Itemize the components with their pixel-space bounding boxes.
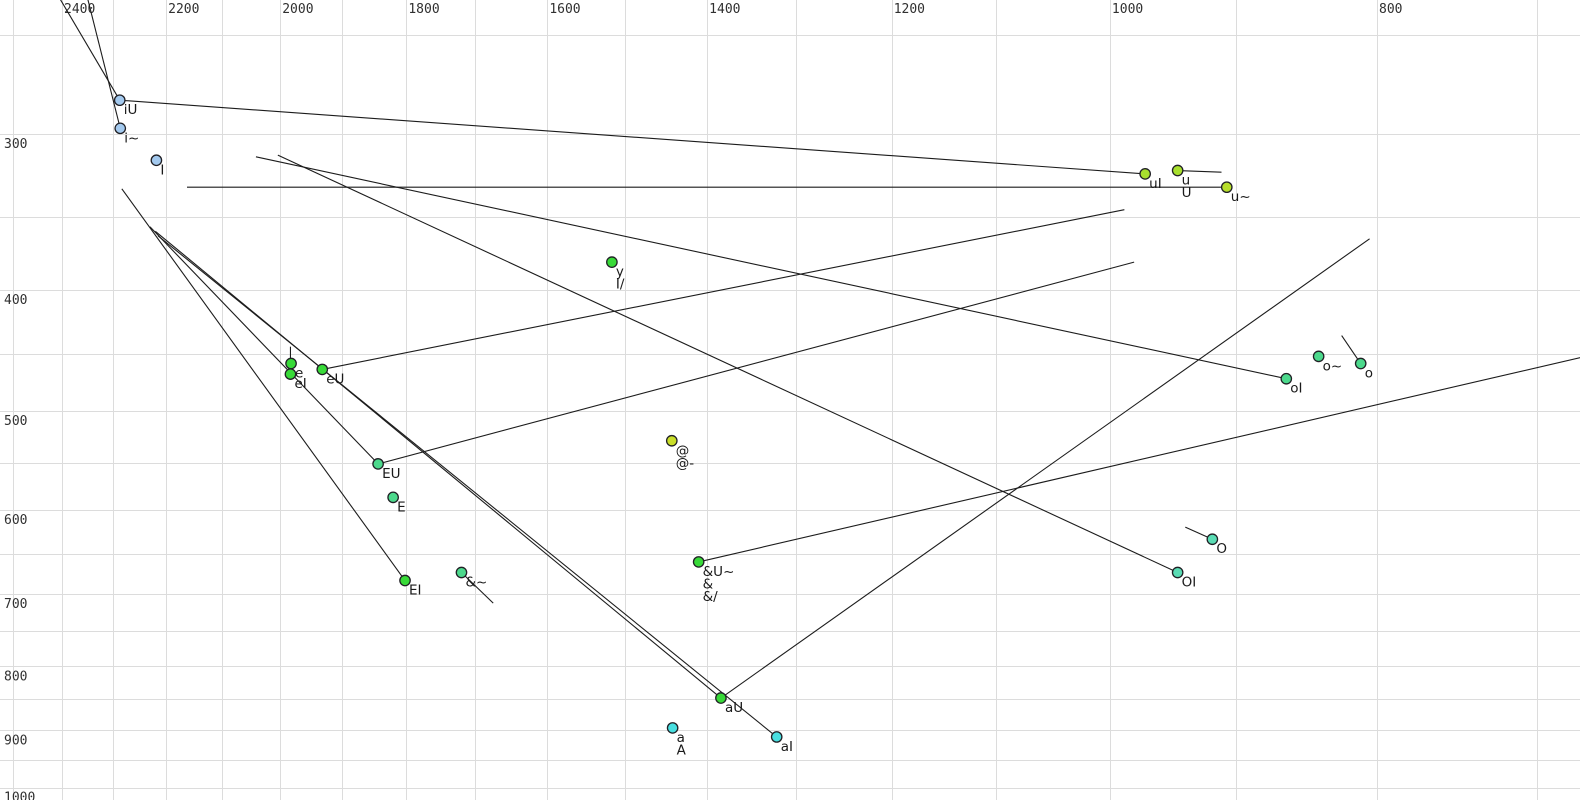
vowel-label-aU: aU — [725, 700, 743, 716]
vowel-label-&U~: &/ — [703, 589, 719, 605]
data-point-u — [1171, 164, 1184, 177]
data-point-aI — [770, 731, 783, 743]
vowel-label-OI: OI — [1182, 575, 1197, 591]
data-point-i~ — [114, 122, 127, 135]
vowel-label-@: @- — [676, 455, 695, 471]
data-point-E — [387, 491, 399, 504]
data-point-EI — [399, 574, 411, 587]
trajectory-line — [255, 156, 1287, 380]
data-point-&U~ — [692, 556, 705, 568]
vowel-label-@: @ — [676, 443, 690, 459]
vowel-label-&U~: & — [703, 576, 714, 592]
trajectory-line — [149, 226, 379, 465]
x-axis-tick-label: 1600 — [549, 2, 580, 17]
trajectory-line — [60, 0, 121, 101]
vowel-label-i~: i~ — [124, 130, 139, 146]
data-points — [113, 94, 1367, 743]
vowel-label-EI: EI — [409, 583, 422, 599]
data-point-OI — [1171, 566, 1184, 579]
data-point-eU — [316, 363, 329, 376]
x-axis-tick-label: 1800 — [408, 2, 439, 17]
y-axis-tick-label: 300 — [4, 137, 27, 152]
data-point-@ — [665, 434, 678, 447]
axis-tick-labels: 2400 2200 2000 1800 1600 1400 1200 1000 800 300 40… — [4, 2, 1403, 800]
y-axis-tick-label: 800 — [4, 669, 27, 684]
vowel-label-aI: aI — [781, 739, 793, 755]
vowel-label-&U~: &U~ — [703, 564, 735, 580]
y-axis-tick-label: 500 — [4, 414, 27, 429]
vowel-label-a: a — [677, 730, 685, 746]
vowel-label-o~: o~ — [1323, 358, 1343, 374]
trajectory-line — [698, 357, 1580, 563]
vowel-label-oI: oI — [1290, 381, 1302, 397]
data-point-O — [1206, 533, 1219, 546]
vowel-label-iU: iU — [124, 102, 138, 118]
data-point-aU — [715, 692, 727, 704]
trajectory-line — [154, 230, 722, 699]
x-axis-tick-label: 800 — [1379, 2, 1402, 17]
data-point-o — [1354, 357, 1367, 370]
x-axis-tick-label: 1200 — [894, 2, 925, 17]
data-point-a — [666, 722, 679, 734]
trajectory-line — [87, 0, 121, 129]
x-axis-tick-label: 2200 — [168, 2, 199, 17]
vowel-label-y: y — [616, 264, 624, 280]
y-axis-tick-label: 600 — [4, 513, 27, 528]
vowel-label-eU: eU — [326, 371, 344, 387]
x-axis-tick-label: 1400 — [709, 2, 740, 17]
trajectory-line — [277, 154, 1178, 574]
trajectory-line — [377, 261, 1135, 465]
vowel-label-I: I — [160, 162, 164, 178]
data-point-EU — [372, 458, 384, 470]
x-axis-tick-label: 2000 — [282, 2, 313, 17]
trajectory-line — [461, 572, 494, 604]
trajectory-line — [119, 99, 1146, 175]
vowel-label-u: u — [1182, 173, 1191, 189]
vowel-label-&~: &~ — [465, 575, 487, 591]
data-point-labels: iU i~ IuI uU u~ yI/eeI eU @@- EU E EI &~ &U~&&/ aU aA a… — [124, 102, 1373, 758]
data-point-eI — [284, 368, 297, 380]
x-axis-tick-label: 2400 — [64, 2, 95, 17]
vowel-label-EU: EU — [382, 466, 400, 482]
vowel-label-e: e — [295, 366, 303, 382]
trajectory-line — [157, 235, 778, 738]
data-point-iU — [113, 94, 126, 107]
vowel-label-eI: eI — [294, 376, 306, 392]
vowel-label-y: I/ — [616, 277, 625, 293]
trajectory-line — [121, 188, 406, 581]
vowel-label-E: E — [397, 499, 406, 515]
data-point-I — [150, 154, 163, 167]
data-point-uI — [1139, 168, 1152, 180]
x-axis-tick-label: 1000 — [1112, 2, 1143, 17]
trajectory-line — [1177, 169, 1222, 173]
data-point-&~ — [455, 566, 468, 579]
y-axis-tick-label: 400 — [4, 293, 27, 308]
vowel-label-u: U — [1182, 185, 1192, 201]
trajectory-line — [322, 209, 1125, 370]
vowel-label-uI: uI — [1149, 176, 1162, 192]
y-axis-tick-label: 900 — [4, 733, 27, 748]
y-axis-tick-label: 700 — [4, 597, 27, 612]
vowel-label-u~: u~ — [1231, 189, 1251, 205]
vowel-label-o: o — [1365, 366, 1373, 382]
trajectory-line — [720, 238, 1370, 699]
data-point-oI — [1280, 372, 1293, 385]
data-point-y — [606, 256, 618, 268]
data-point-o~ — [1312, 350, 1325, 363]
y-axis-tick-label: 1000 — [4, 791, 35, 800]
data-point-u~ — [1220, 181, 1233, 194]
vowel-label-O: O — [1216, 541, 1227, 557]
diphthong-trajectories — [60, 0, 1580, 738]
vowel-label-a: A — [677, 742, 687, 758]
